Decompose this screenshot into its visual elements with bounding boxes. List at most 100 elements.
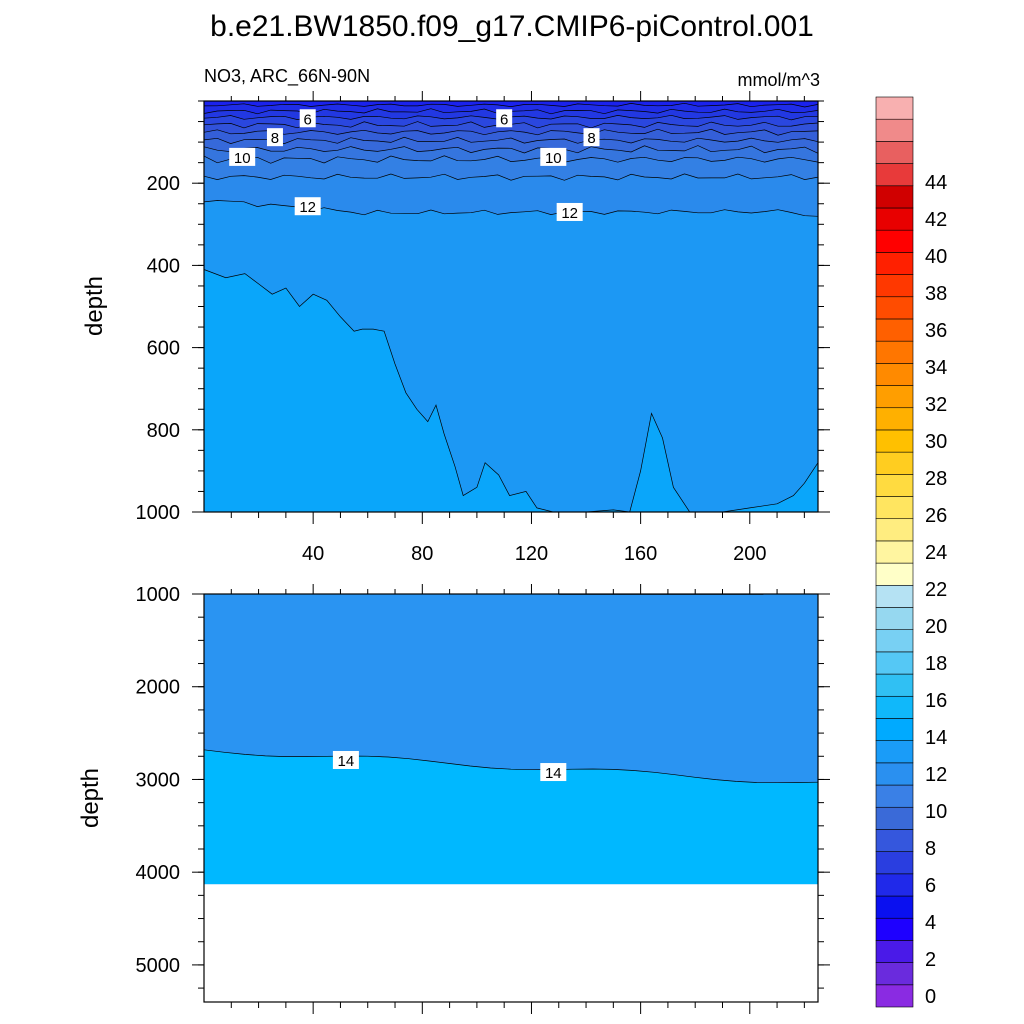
x-tick-label: 120 <box>515 543 548 565</box>
contour-label-text: 10 <box>234 150 251 167</box>
y-tick-label: 1000 <box>136 584 181 606</box>
x-tick-label: 200 <box>733 543 766 565</box>
chart-title: b.e21.BW1850.f09_g17.CMIP6-piControl.001 <box>210 10 814 43</box>
colorbar-tick-label: 6 <box>925 875 936 897</box>
contour-label-text: 6 <box>304 111 312 128</box>
contour-label: 10 <box>229 147 256 167</box>
y-tick-label: 600 <box>147 338 180 360</box>
colorbar-tick-label: 16 <box>925 690 947 712</box>
contour-label-text: 6 <box>500 111 508 128</box>
x-tick-label: 80 <box>411 543 433 565</box>
colorbar-swatch <box>875 718 914 741</box>
colorbar-tick-label: 34 <box>925 357 947 379</box>
colorbar-tick-label: 10 <box>925 801 947 823</box>
colorbar-swatch <box>875 651 914 675</box>
colorbar-swatch <box>875 762 914 786</box>
y-tick-label: 800 <box>147 420 180 442</box>
colorbar <box>875 96 914 1008</box>
colorbar-tick-label: 18 <box>925 653 947 675</box>
contour-line-14 <box>203 749 819 784</box>
colorbar-swatch <box>875 540 914 564</box>
lower-panel: 14 14 1000 2000 3000 4000 5000 depth <box>77 584 830 1014</box>
band-top <box>204 101 818 110</box>
lower-ylabel: depth <box>77 768 104 828</box>
colorbar-swatch <box>875 562 914 586</box>
colorbar-swatch <box>875 806 914 830</box>
colorbar-swatch <box>875 829 914 852</box>
colorbar-swatch <box>875 673 914 697</box>
contour-label-text: 8 <box>271 130 279 147</box>
contour-label: 14 <box>540 763 567 782</box>
colorbar-swatch <box>875 474 914 497</box>
colorbar-swatch <box>875 207 914 231</box>
colorbar-tick-label: 20 <box>925 616 947 638</box>
colorbar-tick-label: 30 <box>925 431 947 453</box>
colorbar-swatch <box>875 851 914 875</box>
colorbar-swatch <box>875 252 914 275</box>
contour-label: 6 <box>496 109 513 128</box>
y-tick-label: 2000 <box>136 677 181 699</box>
colorbar-tick-label: 12 <box>925 764 947 786</box>
y-tick-label: 400 <box>147 255 180 277</box>
contour-label: 8 <box>266 128 283 147</box>
colorbar-tick-label: 4 <box>925 912 936 934</box>
colorbar-swatch <box>875 895 914 919</box>
y-tick-label: 3000 <box>136 769 181 791</box>
colorbar-tick-label: 14 <box>925 727 947 749</box>
colorbar-tick-label: 38 <box>925 283 947 305</box>
contour-line <box>203 102 819 108</box>
colorbar-swatch <box>875 629 914 653</box>
colorbar-swatch <box>875 340 914 364</box>
colorbar-swatch <box>875 429 914 453</box>
colorbar-swatch <box>875 229 914 253</box>
contour-label-text: 12 <box>561 205 578 222</box>
variable-label: NO3, ARC_66N-90N <box>204 66 370 87</box>
contour-line <box>203 155 819 164</box>
contour-label-text: 14 <box>338 753 355 770</box>
contour-label: 12 <box>556 202 583 222</box>
colorbar-swatch <box>875 496 914 520</box>
contour-line <box>203 136 819 145</box>
contour-line <box>203 145 819 154</box>
contour-label-text: 12 <box>299 199 316 216</box>
colorbar-swatch <box>875 873 914 897</box>
colorbar-swatch <box>875 96 914 120</box>
colorbar-tick-label: 42 <box>925 209 947 231</box>
colorbar-swatch <box>875 584 914 608</box>
colorbar-tick-label: 0 <box>925 986 936 1008</box>
contour-line-13 <box>203 269 819 513</box>
contour-label: 6 <box>299 109 316 128</box>
colorbar-swatch <box>875 784 914 808</box>
contour-label: 14 <box>332 750 359 770</box>
colorbar-tick-label: 26 <box>925 505 947 527</box>
colorbar-swatch <box>875 984 914 1008</box>
colorbar-swatch <box>875 141 914 164</box>
contour-label-text: 10 <box>545 150 562 167</box>
upper-panel: 6 6 8 8 10 10 12 12 200 400 600 800 1000 40 80 120 160… <box>81 91 830 565</box>
contour-band-14 <box>204 749 818 885</box>
colorbar-swatch <box>875 163 914 187</box>
contour-label-text: 14 <box>545 765 562 782</box>
colorbar-swatch <box>875 274 914 298</box>
colorbar-swatch <box>875 917 914 941</box>
x-tick-label: 40 <box>302 543 324 565</box>
contour-label-text: 8 <box>587 130 595 147</box>
upper-ylabel: depth <box>81 276 108 336</box>
colorbar-swatch <box>875 740 914 764</box>
colorbar-swatch <box>875 385 914 409</box>
colorbar-swatch <box>875 962 914 986</box>
y-tick-label: 1000 <box>136 502 181 524</box>
lower-frame <box>203 593 819 1003</box>
colorbar-tick-label: 24 <box>925 542 947 564</box>
colorbar-tick-label: 8 <box>925 838 936 860</box>
colorbar-swatch <box>875 451 914 475</box>
contour-label: 10 <box>540 147 567 167</box>
colorbar-tick-label: 2 <box>925 949 936 971</box>
colorbar-tick-label: 22 <box>925 579 947 601</box>
contour-band <box>204 269 818 512</box>
colorbar-tick-label: 44 <box>925 172 947 194</box>
y-tick-label: 200 <box>147 173 180 195</box>
colorbar-swatch <box>875 940 914 963</box>
colorbar-swatch <box>875 607 914 630</box>
